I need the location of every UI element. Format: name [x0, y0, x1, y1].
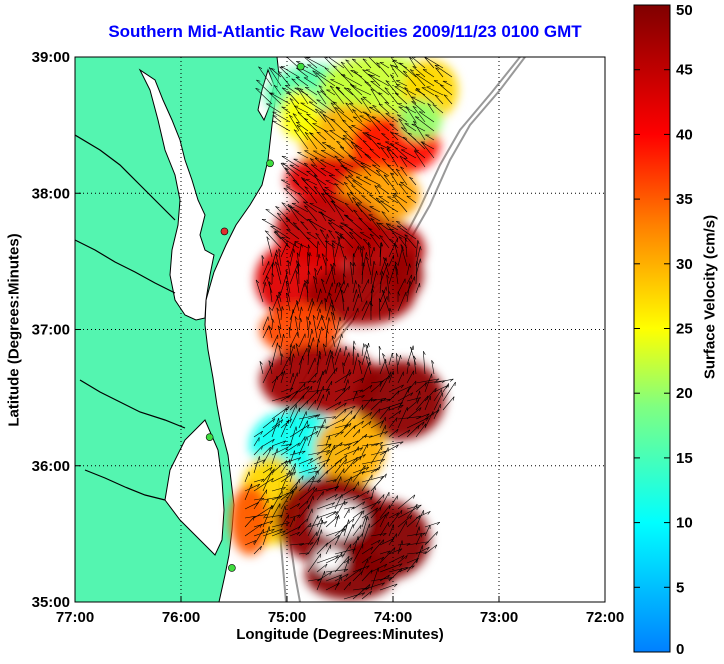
- station-marker: [206, 434, 213, 441]
- colorbar-tick-label: 45: [676, 62, 693, 79]
- x-tick-label: 72:00: [586, 609, 624, 626]
- x-tick-label: 74:00: [374, 609, 412, 626]
- y-tick-label: 37:00: [32, 322, 70, 339]
- station-marker: [228, 564, 235, 571]
- station-marker: [297, 63, 304, 70]
- colorbar-tick-label: 20: [676, 385, 693, 402]
- x-tick-label: 77:00: [56, 609, 94, 626]
- colorbar-tick-label: 35: [676, 191, 693, 208]
- colorbar-tick-label: 15: [676, 450, 693, 467]
- colorbar-tick-label: 25: [676, 321, 693, 338]
- y-tick-label: 39:00: [32, 49, 70, 66]
- y-axis-label: Latitude (Degrees:Minutes): [6, 233, 23, 426]
- velocity-patch: [280, 90, 320, 140]
- colorbar-tick-label: 10: [676, 515, 693, 532]
- map-title: Southern Mid-Atlantic Raw Velocities 200…: [0, 22, 690, 42]
- x-tick-label: 76:00: [162, 609, 200, 626]
- velocity-arrowhead: [385, 48, 388, 50]
- x-tick-label: 73:00: [480, 609, 518, 626]
- colorbar-tick-label: 0: [676, 641, 684, 658]
- colorbar-tick-label: 50: [676, 2, 693, 19]
- colorbar-tick-label: 5: [676, 579, 684, 596]
- y-tick-label: 35:00: [32, 594, 70, 611]
- y-axis-ticks: 39:00 38:00 37:00 36:00 35:00: [32, 49, 81, 611]
- x-tick-label: 75:00: [268, 609, 306, 626]
- y-tick-label: 38:00: [32, 185, 70, 202]
- colorbar-tick-label: 30: [676, 256, 693, 273]
- y-tick-label: 36:00: [32, 458, 70, 475]
- x-axis-label: Longitude (Degrees:Minutes): [75, 626, 605, 643]
- station-marker: [267, 160, 274, 167]
- colorbar-tick-label: 40: [676, 126, 693, 143]
- velocity-patch: [230, 485, 270, 555]
- colorbar-label: Surface Velocity (cm/s): [702, 215, 719, 379]
- station-marker: [221, 228, 228, 235]
